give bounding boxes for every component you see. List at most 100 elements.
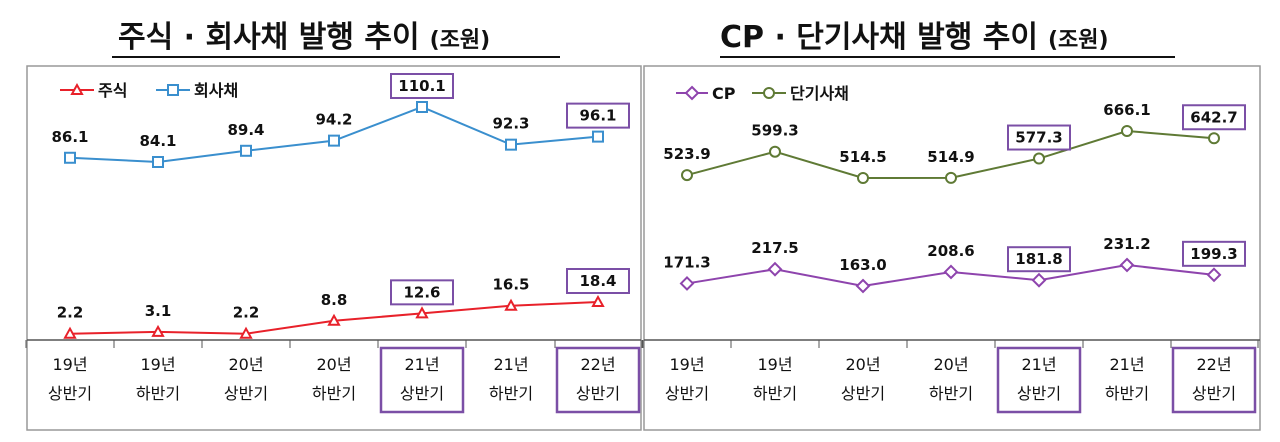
data-label: 3.1 <box>145 302 172 320</box>
category-label-half: 하반기 <box>753 384 797 403</box>
data-label: 16.5 <box>492 276 529 294</box>
series-point <box>681 169 693 182</box>
highlighted-category-box <box>1171 346 1257 414</box>
category-label-half: 상반기 <box>1017 384 1061 403</box>
category-label-half: 하반기 <box>929 384 973 403</box>
category-label-year: 20년 <box>933 355 968 374</box>
highlighted-category-box <box>379 346 465 414</box>
series-point <box>505 138 517 151</box>
category-label-half: 상반기 <box>1192 384 1236 403</box>
left-chart-title: 주식 · 회사채 발행 추이 (조원) <box>118 12 558 56</box>
series-point <box>64 151 76 164</box>
data-label: 199.3 <box>1190 245 1237 263</box>
series-point <box>327 313 341 326</box>
category-label-year: 19년 <box>52 355 87 374</box>
data-label: 96.1 <box>579 107 616 125</box>
series-point <box>591 294 605 307</box>
series-point <box>151 324 165 337</box>
data-label: 94.2 <box>315 111 352 129</box>
series-point <box>857 172 869 184</box>
highlighted-value-box <box>566 268 630 294</box>
highlighted-value-box <box>566 102 630 129</box>
series-point <box>855 278 871 294</box>
data-label: 110.1 <box>398 77 445 95</box>
category-label-half: 상반기 <box>576 384 620 403</box>
series-point <box>945 171 957 184</box>
category-label-year: 19년 <box>669 355 704 374</box>
category-label-half: 하반기 <box>136 384 180 403</box>
category-label-half: 상반기 <box>841 384 885 403</box>
category-label-half: 상반기 <box>400 384 444 403</box>
data-label: 86.1 <box>51 128 88 146</box>
data-label: 2.2 <box>57 304 84 322</box>
legend-label: 단기사채 <box>790 84 849 103</box>
category-label-half: 하반기 <box>489 384 533 403</box>
left-chart-unit: (조원) <box>429 28 491 53</box>
series-point <box>767 261 783 277</box>
chart-frame <box>26 65 642 431</box>
series-point <box>1206 267 1222 283</box>
data-label: 666.1 <box>1103 101 1150 119</box>
series-point <box>1208 132 1220 145</box>
category-label-year: 19년 <box>757 355 792 374</box>
chart-frame <box>643 65 1261 431</box>
legend-label: 회사채 <box>194 81 238 100</box>
data-label: 208.6 <box>927 242 974 260</box>
category-label-half: 상반기 <box>224 384 268 403</box>
data-label: 171.3 <box>663 253 710 271</box>
series-point <box>415 306 429 319</box>
series-point <box>240 144 252 157</box>
series-point <box>1033 152 1045 165</box>
category-label-year: 22년 <box>580 355 615 374</box>
category-label-year: 19년 <box>140 355 175 374</box>
series-point <box>416 101 428 113</box>
series-point <box>679 276 695 291</box>
data-label: 514.9 <box>927 148 974 166</box>
legend-marker <box>763 87 775 99</box>
data-label: 599.3 <box>751 122 798 140</box>
data-label: 642.7 <box>1190 108 1237 126</box>
data-label: 2.2 <box>233 304 260 322</box>
highlighted-value-box <box>390 279 454 306</box>
category-label-year: 20년 <box>316 355 351 374</box>
series-point <box>769 145 781 158</box>
data-label: 163.0 <box>839 256 886 274</box>
data-label: 8.8 <box>321 291 348 309</box>
series-point <box>1119 257 1135 273</box>
highlighted-category-box <box>996 346 1082 414</box>
highlighted-value-box <box>390 73 454 99</box>
data-label: 12.6 <box>403 283 440 301</box>
highlighted-value-box <box>1182 104 1246 131</box>
series-point <box>63 326 77 339</box>
category-label-half: 하반기 <box>1105 384 1149 403</box>
data-label: 514.5 <box>839 148 886 166</box>
category-label-year: 22년 <box>1196 355 1231 374</box>
category-label-year: 20년 <box>845 355 880 374</box>
right-chart-title-text: CP · 단기사채 발행 추이 <box>720 20 1038 55</box>
series-point <box>592 130 604 143</box>
series-point <box>328 134 340 147</box>
category-label-year: 21년 <box>493 355 528 374</box>
data-label: 84.1 <box>139 132 176 150</box>
right-title-underline <box>720 56 1175 58</box>
category-label-year: 20년 <box>228 355 263 374</box>
category-label-year: 21년 <box>1109 355 1144 374</box>
category-label-year: 21년 <box>1021 355 1056 374</box>
highlighted-value-box <box>1182 240 1246 267</box>
category-label-half: 하반기 <box>312 384 356 403</box>
legend-marker <box>684 85 700 101</box>
right-chart-title: CP · 단기사채 발행 추이 (조원) <box>720 12 1180 56</box>
legend-marker <box>70 82 84 95</box>
legend-marker <box>167 84 179 96</box>
data-label: 18.4 <box>579 272 616 290</box>
series-point <box>239 326 253 339</box>
data-label: 89.4 <box>227 121 264 139</box>
legend-label: 주식 <box>98 81 127 100</box>
series-point <box>1031 272 1047 288</box>
highlighted-value-box <box>1007 246 1071 273</box>
data-label: 92.3 <box>492 115 529 133</box>
data-label: 231.2 <box>1103 235 1150 253</box>
